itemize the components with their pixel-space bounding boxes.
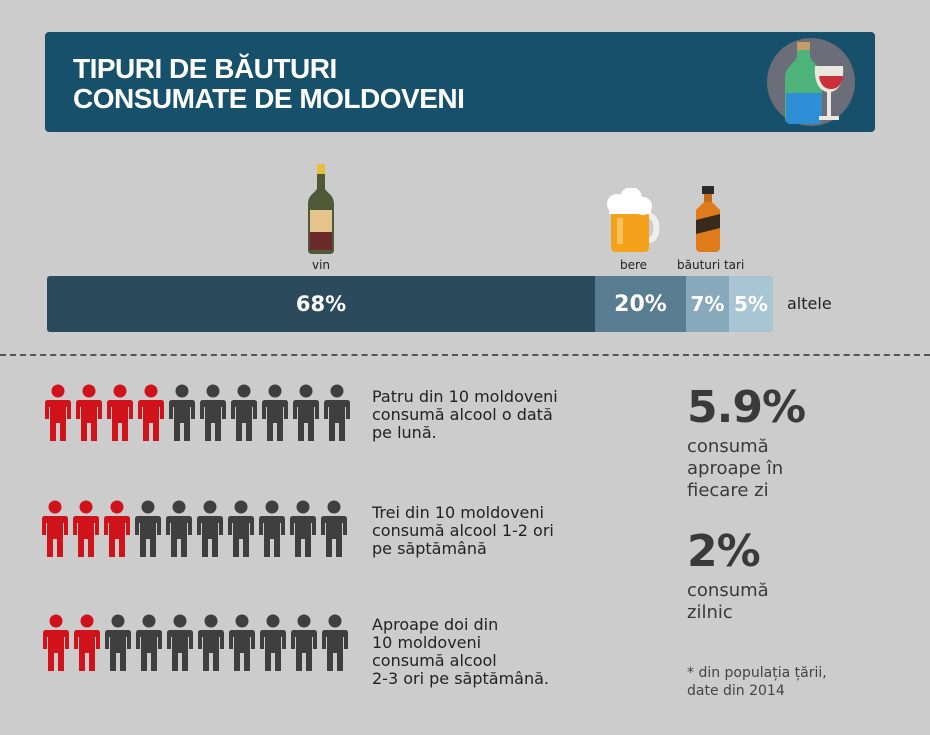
footnote: * din populația țării, date din 2014: [687, 664, 827, 700]
frequency-3-line-2: 10 moldoveni: [372, 633, 482, 652]
stat-1-line-2: aproape în: [687, 458, 784, 479]
title-line-1: TIPURI DE BĂUTURI: [73, 53, 337, 84]
person-icon-red: [42, 500, 68, 557]
bar-value-vin: 68%: [295, 292, 347, 316]
person-icon-red: [74, 614, 100, 671]
person-icon-dark: [200, 384, 226, 441]
person-icon-dark: [136, 614, 162, 671]
frequency-text-3: Aproape doi din 10 moldoveni consumă alc…: [372, 616, 549, 688]
bar-segment-bere: 20%: [595, 276, 686, 332]
stat-2-line-2: zilnic: [687, 602, 733, 623]
label-vin: vin: [312, 258, 331, 272]
person-icon-dark: [169, 384, 195, 441]
frequency-1-line-3: pe lună.: [372, 423, 437, 442]
person-icon-dark: [291, 614, 317, 671]
person-row-1: [45, 384, 350, 441]
label-altele: altele: [787, 294, 832, 313]
person-row-2: [42, 500, 347, 557]
header-banner: TIPURI DE BĂUTURI CONSUMATE DE MOLDOVENI: [45, 32, 875, 132]
person-icon-red: [104, 500, 130, 557]
stat-2-line-1: consumă: [687, 580, 769, 601]
footnote-line-1: * din populația țării,: [687, 665, 827, 681]
section-divider: [0, 354, 930, 356]
person-icon-dark: [198, 614, 224, 671]
stacked-bar: 68% 20% 7% 5%: [47, 276, 773, 332]
frequency-1-line-2: consumă alcool o dată: [372, 405, 553, 424]
drinks-logo-icon: [767, 38, 855, 126]
person-icon-dark: [229, 614, 255, 671]
page-title: TIPURI DE BĂUTURI CONSUMATE DE MOLDOVENI: [73, 53, 465, 114]
person-icon-dark: [166, 500, 192, 557]
bar-segment-vin: 68%: [47, 276, 595, 332]
beer-mug-icon: [607, 188, 660, 252]
wine-bottle-icon: [308, 164, 334, 254]
person-icon-red: [138, 384, 164, 441]
person-icon-dark: [290, 500, 316, 557]
frequency-3-line-3: consumă alcool: [372, 651, 497, 670]
person-icon-dark: [231, 384, 257, 441]
person-row-3: [43, 614, 348, 671]
stat-value-1: 5.9%: [687, 382, 806, 433]
person-icon-red: [43, 614, 69, 671]
bar-segment-altele: 5%: [729, 276, 773, 332]
whiskey-bottle-icon: [696, 186, 720, 252]
frequency-text-2: Trei din 10 moldoveni consumă alcool 1-2…: [372, 504, 554, 558]
person-icon-dark: [260, 614, 286, 671]
label-bauturi-tari: băuturi tari: [677, 258, 745, 272]
person-icon-dark: [324, 384, 350, 441]
person-icon-dark: [262, 384, 288, 441]
person-icon-dark: [167, 614, 193, 671]
frequency-3-line-4: 2-3 ori pe săptămână.: [372, 669, 549, 688]
frequency-3-line-1: Aproape doi din: [372, 615, 499, 634]
person-icon-dark: [228, 500, 254, 557]
stat-1-line-3: fiecare zi: [687, 480, 769, 501]
person-icon-dark: [135, 500, 161, 557]
bar-value-bauturi-tari: 7%: [690, 292, 725, 316]
frequency-2-line-3: pe săptămână: [372, 539, 487, 558]
label-bere: bere: [620, 258, 648, 272]
person-icon-red: [107, 384, 133, 441]
frequency-2-line-2: consumă alcool 1-2 ori: [372, 521, 554, 540]
stat-caption-2: consumă zilnic: [687, 580, 769, 624]
frequency-2-line-1: Trei din 10 moldoveni: [372, 503, 544, 522]
person-icon-dark: [259, 500, 285, 557]
frequency-1-line-1: Patru din 10 moldoveni: [372, 387, 558, 406]
stat-caption-1: consumă aproape în fiecare zi: [687, 436, 783, 502]
person-icon-red: [73, 500, 99, 557]
person-icon-dark: [197, 500, 223, 557]
stat-1-line-1: consumă: [687, 436, 769, 457]
person-icon-dark: [105, 614, 131, 671]
frequency-text-1: Patru din 10 moldoveni consumă alcool o …: [372, 388, 558, 442]
stat-value-2: 2%: [687, 526, 761, 577]
footnote-line-2: date din 2014: [687, 683, 785, 699]
person-icon-red: [45, 384, 71, 441]
bar-value-altele: 5%: [734, 292, 768, 316]
bar-value-bere: 20%: [614, 291, 667, 317]
person-icon-dark: [322, 614, 348, 671]
bar-segment-bauturi-tari: 7%: [686, 276, 729, 332]
person-icon-dark: [293, 384, 319, 441]
person-icon-red: [76, 384, 102, 441]
person-icon-dark: [321, 500, 347, 557]
title-line-2: CONSUMATE DE MOLDOVENI: [73, 83, 465, 114]
